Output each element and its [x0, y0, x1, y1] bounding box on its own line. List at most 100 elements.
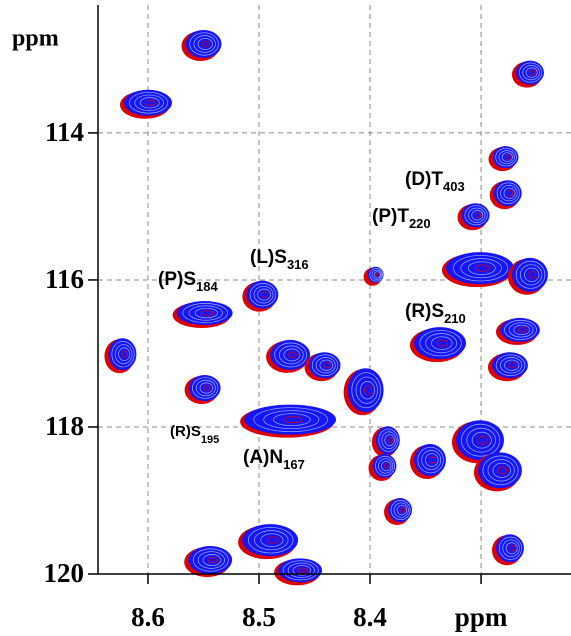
contour-ring [359, 381, 375, 400]
contour-ring [145, 99, 156, 106]
contour-ring [261, 291, 269, 298]
contour-ring [134, 94, 164, 111]
contour-ring [492, 462, 511, 478]
contour-ring [378, 428, 399, 452]
peak-contour [176, 301, 233, 326]
peak-contour [511, 257, 548, 292]
contour-ring [428, 456, 436, 464]
peak-label: (P)S184 [158, 269, 218, 294]
peak-label-text: (P)T [372, 206, 409, 227]
peak-contour [278, 558, 323, 583]
contour-ring [518, 62, 543, 83]
peak [184, 375, 221, 405]
contour-ring [384, 463, 390, 469]
x-tick-label: 8.6 [131, 602, 165, 632]
contour-ring [504, 319, 537, 340]
peak-label-text: (R)S [170, 423, 201, 440]
contour-ring [500, 184, 518, 202]
contour-ring [202, 554, 222, 567]
contour-ring [375, 455, 396, 476]
peak [304, 352, 341, 382]
peak-label-sub: 403 [443, 179, 465, 194]
contour-ring [519, 264, 543, 286]
peak-label: (L)S316 [250, 247, 309, 272]
contour-ring [192, 548, 229, 572]
peak [488, 146, 519, 172]
peak-contour [185, 29, 222, 58]
peak [172, 301, 233, 329]
peak [363, 266, 384, 286]
contour-ring [201, 40, 210, 48]
peak-label-sub: 210 [444, 311, 466, 326]
contour-ring [522, 65, 540, 81]
contour-ring [495, 147, 517, 167]
contour-ring [253, 407, 328, 433]
contour-ring [197, 551, 225, 569]
peak-contour [477, 452, 522, 489]
contour-ring [247, 526, 294, 554]
peak-label-text: (D)T [405, 169, 443, 190]
contour-ring [467, 207, 486, 223]
peak-contour [491, 352, 528, 379]
peak [371, 426, 400, 458]
peak [511, 60, 544, 88]
peak [495, 317, 540, 345]
contour-ring [504, 359, 520, 371]
contour-ring [498, 536, 523, 560]
peak [384, 498, 413, 526]
contour-ring [199, 382, 214, 394]
contour-ring [287, 562, 315, 578]
peak [181, 29, 222, 61]
contour-ring [378, 458, 394, 474]
peak [184, 546, 233, 578]
contour-ring [529, 69, 536, 76]
contour-ring [114, 344, 133, 365]
contour-ring [266, 536, 279, 544]
contour-ring [197, 37, 213, 50]
peak-label-sub: 184 [196, 279, 218, 294]
contour-ring [502, 539, 520, 558]
contour-ring [381, 460, 392, 472]
peak-label-sub: 195 [201, 434, 219, 446]
contour-ring [499, 357, 523, 374]
contour-ring [274, 342, 308, 368]
contour-ring [263, 410, 320, 430]
peak-label: (R)S195 [170, 423, 219, 446]
peak-contour [188, 546, 233, 575]
peak-contour [242, 524, 299, 557]
contour-ring [421, 450, 442, 471]
contour-ring [363, 385, 372, 396]
peak [491, 534, 524, 566]
contour-ring [121, 350, 129, 358]
contour-ring [373, 271, 381, 279]
contour-ring [419, 329, 462, 357]
peak-contour [308, 352, 341, 379]
peak [240, 404, 337, 438]
contour-ring [509, 545, 516, 552]
peak [451, 420, 504, 464]
peak-label-sub: 220 [409, 216, 431, 231]
contour-ring [393, 502, 409, 518]
contour-ring [249, 283, 277, 307]
contour-ring [495, 354, 526, 377]
contour-ring [273, 413, 311, 427]
peak-contour [413, 327, 466, 360]
x-tick-label: 8.4 [353, 602, 387, 632]
contour-ring [128, 91, 169, 114]
contour-ring [467, 261, 496, 275]
peak [368, 453, 397, 481]
contour-ring [497, 466, 508, 475]
contour-ring [504, 154, 511, 160]
contour-ring [396, 504, 408, 516]
contour-ring [387, 437, 393, 444]
contour-ring [452, 254, 509, 282]
y-tick-label: 116 [45, 264, 84, 294]
peak [238, 524, 299, 560]
contour-ring [498, 150, 515, 165]
peak-label-sub: 316 [287, 257, 309, 272]
peak-contour [499, 317, 540, 342]
contour-ring [254, 530, 289, 551]
contour-ring [188, 305, 223, 321]
peak-label-text: (P)S [158, 269, 196, 290]
y-axis-label: ppm [12, 26, 59, 52]
